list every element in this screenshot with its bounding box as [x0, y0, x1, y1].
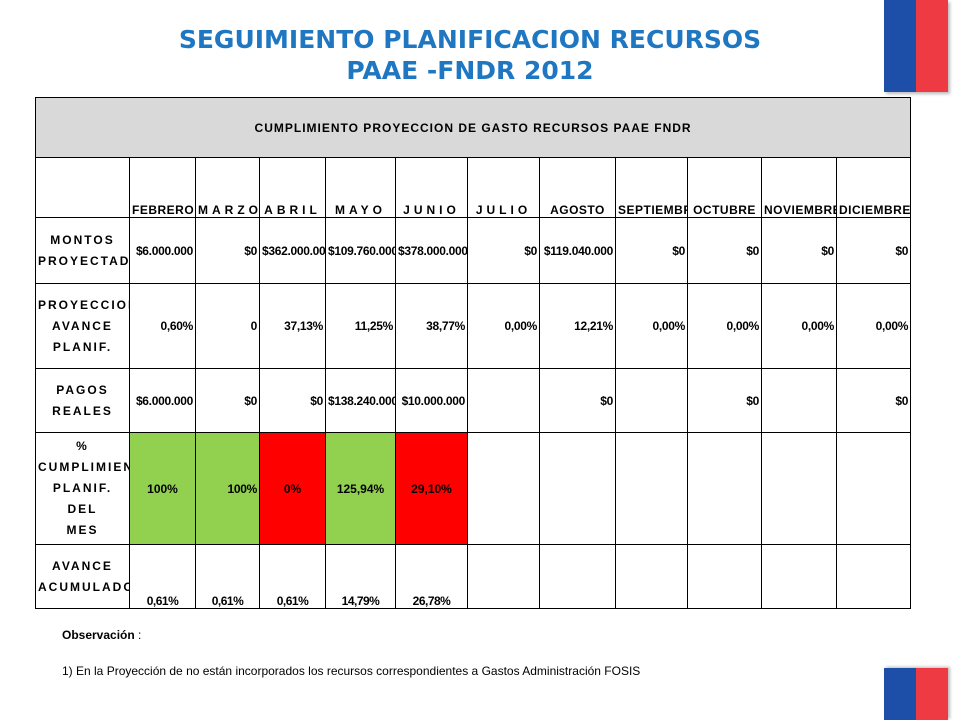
month-header: JULIO [467, 157, 540, 218]
table-row-proyeccion: PROYECCION AVANCE PLANIF. 0,60% 0 37,13%… [35, 283, 912, 369]
page-title: SEGUIMIENTO PLANIFICACION RECURSOS PAAE … [0, 24, 940, 86]
table-cell: $378.000.000 [395, 217, 468, 284]
table-cell [761, 544, 837, 609]
month-header: FEBRERO [129, 157, 196, 218]
status-cell [687, 432, 762, 545]
observation-heading: Observación : [62, 628, 141, 642]
table-header-row: CUMPLIMIENTO PROYECCION DE GASTO RECURSO… [34, 97, 912, 158]
status-cell: 29,10% [395, 432, 468, 545]
table-cell [615, 368, 688, 433]
status-cell [835, 432, 912, 545]
table-cell: 26,78% [395, 544, 468, 609]
flag-logo-top [884, 0, 948, 92]
status-cell: 125,94% [325, 432, 396, 545]
corner-cell [35, 157, 130, 218]
table-row-montos: MONTOS PROYECTADOS $6.000.000 $0 $362.00… [35, 217, 912, 284]
table-cell: 0 [195, 283, 260, 369]
table-cell: $0 [761, 217, 837, 284]
table-cell [835, 544, 912, 609]
row-label: MONTOS PROYECTADOS [35, 217, 130, 284]
month-header: MAYO [325, 157, 396, 218]
row-label: % CUMPLIMIENTO PLANIF. DEL MES [35, 432, 130, 545]
table-cell: 37,13% [259, 283, 326, 369]
table-cell: 11,25% [325, 283, 396, 369]
table-row-acumulado: AVANCE ACUMULADO 0,61% 0,61% 0,61% 14,79… [35, 544, 912, 609]
month-header: JUNIO [395, 157, 468, 218]
month-header: NOVIEMBRE [761, 157, 837, 218]
table-cell [687, 544, 762, 609]
observation-suffix: : [134, 628, 142, 642]
status-cell [539, 432, 616, 545]
compliance-table: CUMPLIMIENTO PROYECCION DE GASTO RECURSO… [34, 97, 912, 609]
table-cell: $0 [467, 217, 540, 284]
table-cell: 14,79% [325, 544, 396, 609]
month-header: DICIEMBRE [835, 157, 912, 218]
table-row-pagos: PAGOS REALES $6.000.000 $0 $0 $138.240.0… [35, 368, 912, 433]
table-cell: 0,60% [129, 283, 196, 369]
table-cell: 0,61% [195, 544, 260, 609]
month-header: OCTUBRE [687, 157, 762, 218]
status-cell: 100% [195, 432, 260, 545]
status-cell: 100% [129, 432, 196, 545]
observation-label: Observación [62, 628, 135, 642]
table-cell: $0 [195, 368, 260, 433]
table-cell [467, 368, 540, 433]
status-cell [761, 432, 837, 545]
month-header: ABRIL [259, 157, 326, 218]
table-cell: $6.000.000 [129, 368, 196, 433]
table-row-cumplimiento: % CUMPLIMIENTO PLANIF. DEL MES 100% 100%… [35, 432, 912, 545]
table-cell [615, 544, 688, 609]
row-label: PROYECCION AVANCE PLANIF. [35, 283, 130, 369]
table-cell: 0,00% [761, 283, 837, 369]
table-cell: $138.240.000 [325, 368, 396, 433]
row-label: PAGOS REALES [35, 368, 130, 433]
status-cell: 0% [259, 432, 326, 545]
status-cell [615, 432, 688, 545]
flag-logo-bottom [884, 668, 948, 720]
table-cell: $0 [687, 368, 762, 433]
table-cell: $0 [835, 368, 912, 433]
table-cell: $0 [259, 368, 326, 433]
table-cell [761, 368, 837, 433]
table-cell: 0,00% [467, 283, 540, 369]
table-cell: 12,21% [539, 283, 616, 369]
status-cell [467, 432, 540, 545]
month-header: AGOSTO [539, 157, 616, 218]
table-cell: $6.000.000 [129, 217, 196, 284]
table-cell [467, 544, 540, 609]
table-cell: 0,61% [259, 544, 326, 609]
table-cell: 0,61% [129, 544, 196, 609]
table-cell [539, 544, 616, 609]
table-cell: $0 [687, 217, 762, 284]
table-cell: $0 [539, 368, 616, 433]
month-header: MARZO [195, 157, 260, 218]
table-header: CUMPLIMIENTO PROYECCION DE GASTO RECURSO… [34, 97, 912, 158]
table-cell: $362.000.000 [259, 217, 326, 284]
months-row: FEBRERO MARZO ABRIL MAYO JUNIO JULIO AGO… [35, 157, 912, 218]
table-cell: 0,00% [615, 283, 688, 369]
table-cell: $10.000.000 [395, 368, 468, 433]
table-cell: $109.760.000 [325, 217, 396, 284]
table-cell: 0,00% [687, 283, 762, 369]
table-cell: $119.040.000 [539, 217, 616, 284]
table-cell: $0 [195, 217, 260, 284]
observation-note: 1) En la Proyección de no están incorpor… [62, 664, 641, 678]
table-cell: 0,00% [835, 283, 912, 369]
table-cell: $0 [615, 217, 688, 284]
month-header: SEPTIEMBRE [615, 157, 688, 218]
row-label: AVANCE ACUMULADO [35, 544, 130, 609]
table-cell: 38,77% [395, 283, 468, 369]
table-cell: $0 [835, 217, 912, 284]
page-title-line1: SEGUIMIENTO PLANIFICACION RECURSOS [178, 25, 762, 54]
page-title-line2: PAAE -FNDR 2012 [346, 56, 594, 85]
